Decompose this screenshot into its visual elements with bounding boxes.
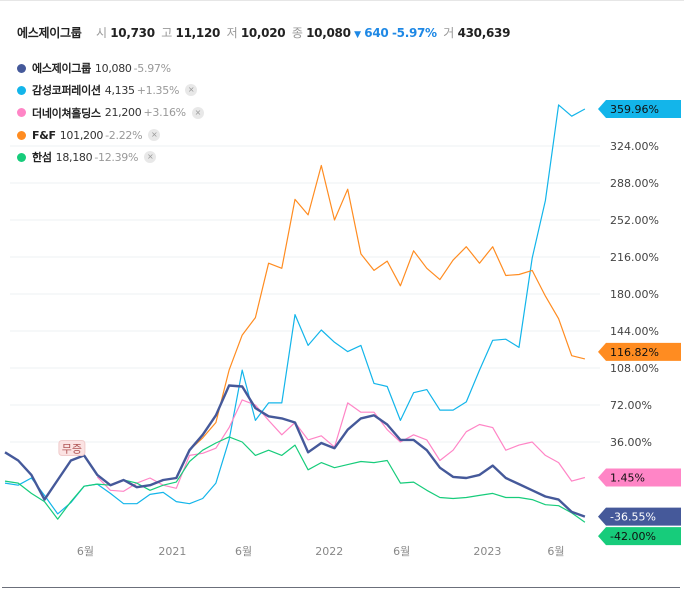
open-label: 시 xyxy=(95,26,107,40)
low-value: 10,020 xyxy=(240,26,286,40)
close-value: 10,080 xyxy=(306,26,351,40)
series-color-dot xyxy=(17,108,26,118)
last-value-tag: 116.82% xyxy=(598,342,681,361)
legend-name: 한섬 xyxy=(32,151,52,165)
x-tick-label: 6월 xyxy=(235,545,252,558)
legend-item[interactable]: 감성코퍼레이션 4,135 +1.35% × xyxy=(17,79,204,101)
series-color-dot xyxy=(17,85,26,95)
legend-price: 101,200 xyxy=(59,128,104,142)
quote-header: 에스제이그룹 시 10,730 고 11,120 저 10,020 종 10,0… xyxy=(17,24,510,41)
legend-price: 10,080 xyxy=(94,61,132,75)
legend-change: -5.97% xyxy=(133,61,171,75)
x-axis-line xyxy=(2,587,680,588)
remove-icon[interactable]: × xyxy=(191,106,204,119)
legend-change: +1.35% xyxy=(136,83,180,97)
y-tick-label: 144.00% xyxy=(610,325,659,338)
remove-icon[interactable]: × xyxy=(144,151,157,164)
y-tick-label: 108.00% xyxy=(610,362,659,375)
last-value-label: 359.96% xyxy=(610,103,659,116)
last-value-tag: -42.00% xyxy=(598,527,681,546)
y-tick-label: 36.00% xyxy=(610,436,652,449)
x-tick-label: 6월 xyxy=(393,545,410,558)
series-color-dot xyxy=(17,152,26,162)
down-arrow-icon: ▼ xyxy=(354,30,361,40)
last-value-tag: 359.96% xyxy=(598,100,681,119)
change-pct: -5.97% xyxy=(391,26,437,40)
y-tick-label: 288.00% xyxy=(610,177,659,190)
legend-item[interactable]: 더네이쳐홀딩스 21,200 +3.16% × xyxy=(17,102,204,124)
legend-item[interactable]: 한섬 18,180 -12.39% × xyxy=(17,146,204,168)
series-line xyxy=(96,399,586,492)
series-line xyxy=(4,384,586,518)
legend-name: 에스제이그룹 xyxy=(32,62,91,76)
x-tick-label: 2022 xyxy=(315,545,343,558)
high-label: 고 xyxy=(161,26,173,40)
series-line xyxy=(4,104,586,515)
last-value-tag: 1.45% xyxy=(598,468,681,487)
series-color-dot xyxy=(17,130,26,140)
legend-name: 더네이쳐홀딩스 xyxy=(32,106,101,120)
stock-name: 에스제이그룹 xyxy=(17,26,82,40)
event-marker[interactable] xyxy=(58,440,86,456)
event-marker-label: 무증 xyxy=(62,443,82,456)
remove-icon[interactable]: × xyxy=(185,84,198,97)
close-label: 종 xyxy=(291,26,303,40)
y-tick-label: 324.00% xyxy=(610,140,659,153)
x-tick-label: 6월 xyxy=(77,545,94,558)
remove-icon[interactable]: × xyxy=(148,129,161,142)
y-tick-label: 252.00% xyxy=(610,214,659,227)
legend-price: 18,180 xyxy=(55,150,93,164)
y-tick-label: 216.00% xyxy=(610,251,659,264)
x-tick-label: 6월 xyxy=(547,545,564,558)
legend: 에스제이그룹 10,080 -5.97% 감성코퍼레이션 4,135 +1.35% × 더네이… xyxy=(17,57,204,168)
change-value: 640 xyxy=(364,26,389,40)
last-value-tag: -36.55% xyxy=(598,507,681,526)
legend-change: -12.39% xyxy=(94,150,139,164)
last-value-label: -42.00% xyxy=(610,530,656,543)
legend-change: -2.22% xyxy=(105,128,143,142)
y-tick-label: 72.00% xyxy=(610,399,652,412)
open-value: 10,730 xyxy=(110,26,155,40)
series-color-dot xyxy=(17,63,26,73)
legend-price: 21,200 xyxy=(104,106,142,120)
volume-value: 430,639 xyxy=(457,26,511,40)
legend-name: F&F xyxy=(32,128,56,142)
low-label: 저 xyxy=(226,26,238,40)
high-value: 11,120 xyxy=(175,26,221,40)
divider xyxy=(0,0,684,1)
x-tick-label: 2023 xyxy=(473,545,501,558)
legend-price: 4,135 xyxy=(104,83,135,97)
legend-item[interactable]: F&F 101,200 -2.22% × xyxy=(17,124,204,146)
series-line xyxy=(189,164,586,451)
y-tick-label: 180.00% xyxy=(610,288,659,301)
last-value-label: -36.55% xyxy=(610,511,656,524)
legend-change: +3.16% xyxy=(143,106,186,120)
legend-item[interactable]: 에스제이그룹 10,080 -5.97% xyxy=(17,57,204,79)
x-tick-label: 2021 xyxy=(158,545,186,558)
last-value-label: 116.82% xyxy=(610,346,659,359)
series-line xyxy=(4,436,586,523)
legend-name: 감성코퍼레이션 xyxy=(32,84,101,98)
last-value-label: 1.45% xyxy=(610,472,645,485)
volume-label: 거 xyxy=(443,26,455,40)
